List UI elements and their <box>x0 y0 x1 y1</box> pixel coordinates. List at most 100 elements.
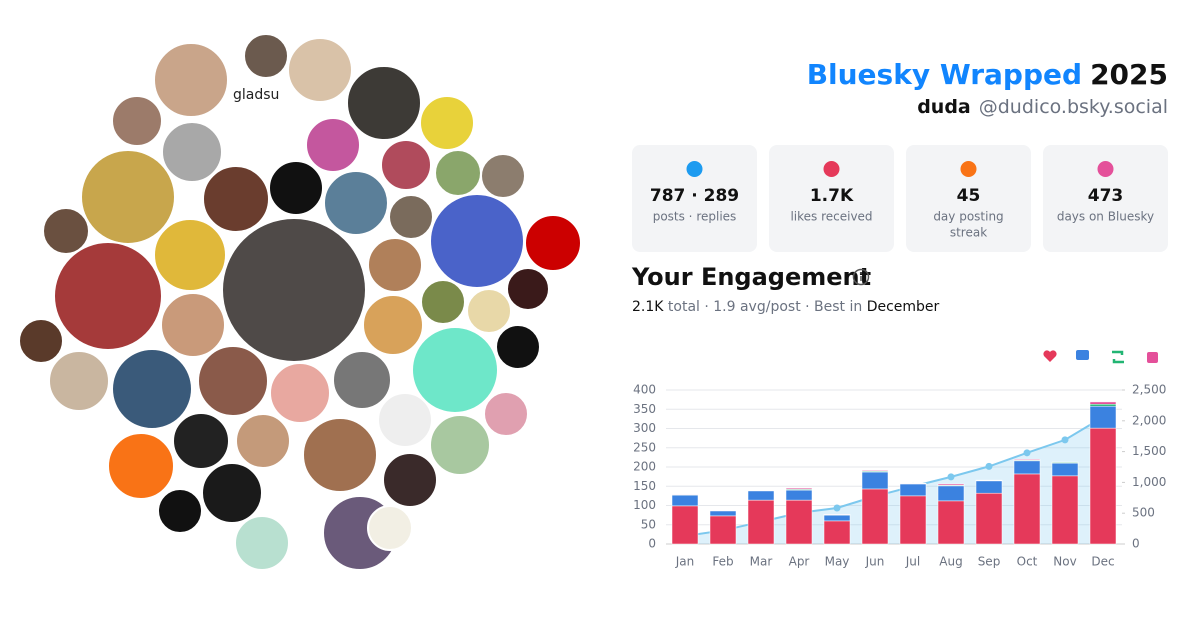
avatar[interactable] <box>362 294 424 356</box>
stat-label: likes received <box>790 210 872 224</box>
avatar[interactable] <box>53 241 163 351</box>
line-point <box>1061 436 1069 444</box>
user-name: duda <box>917 96 971 118</box>
avatar[interactable] <box>201 462 263 524</box>
bar-segment <box>785 499 813 545</box>
avatar[interactable] <box>429 193 525 289</box>
user-handle: @dudico.bsky.social <box>979 96 1168 118</box>
y-tick-label: 250 <box>633 440 656 454</box>
stat-value: 473 <box>1088 186 1124 206</box>
stat-icon <box>686 161 703 177</box>
avatar[interactable] <box>202 165 270 233</box>
line-point <box>1023 449 1031 457</box>
avatar[interactable] <box>480 153 526 199</box>
bar-segment <box>1089 403 1117 407</box>
avatar[interactable] <box>380 139 432 191</box>
x-tick-label: Nov <box>1053 555 1076 569</box>
x-tick-label: Jul <box>905 555 920 569</box>
avatar[interactable] <box>302 417 378 493</box>
avatar[interactable] <box>243 33 289 79</box>
legend-reposts[interactable] <box>1112 350 1124 364</box>
stat-label: streak <box>950 226 987 240</box>
avatar[interactable] <box>287 37 353 103</box>
y-tick-label: 150 <box>633 479 656 493</box>
avatar[interactable] <box>160 292 226 358</box>
avatar[interactable] <box>221 217 367 363</box>
avatar[interactable] <box>153 42 229 118</box>
avatar[interactable] <box>111 348 193 430</box>
y-tick-label: 50 <box>641 517 656 531</box>
avatar[interactable] <box>420 279 466 325</box>
avatar[interactable] <box>429 414 491 476</box>
line-point <box>947 473 955 481</box>
avatar[interactable] <box>434 149 482 197</box>
avatar[interactable] <box>367 505 413 551</box>
avatar[interactable] <box>332 350 392 410</box>
bar-segment <box>1013 460 1041 475</box>
avatar[interactable] <box>172 412 230 470</box>
avatar[interactable] <box>48 350 110 412</box>
y-tick-label: 0 <box>648 537 656 551</box>
x-tick-label: Sep <box>978 555 1001 569</box>
info-icon[interactable] <box>852 268 870 286</box>
avatar[interactable] <box>234 515 290 571</box>
avatar[interactable] <box>483 391 529 437</box>
avatar[interactable] <box>382 452 438 508</box>
legend-quotes[interactable] <box>1147 352 1158 363</box>
bar-segment <box>1089 401 1117 405</box>
legend-replies[interactable] <box>1076 350 1089 360</box>
stat-value: 1.7K <box>810 186 854 206</box>
bar-segment <box>937 483 965 486</box>
bar-segment <box>1089 405 1117 429</box>
avatar[interactable] <box>495 324 541 370</box>
avatar[interactable] <box>197 345 269 417</box>
bar-segment <box>861 488 889 545</box>
avatar[interactable] <box>524 214 582 272</box>
avatar[interactable] <box>367 237 423 293</box>
x-tick-label: Dec <box>1091 555 1114 569</box>
avatar[interactable] <box>264 465 310 511</box>
avatar[interactable] <box>111 95 163 147</box>
bar-segment <box>937 500 965 545</box>
stat-card <box>632 145 757 252</box>
x-tick-label: Oct <box>1017 555 1038 569</box>
avatar[interactable] <box>161 121 223 183</box>
summary-text: total · 1.9 avg/post · Best in <box>663 299 866 315</box>
y-tick-label: 400 <box>633 383 656 397</box>
avatar[interactable] <box>323 170 389 236</box>
avatar[interactable] <box>157 488 203 534</box>
y2-tick-label: 2,500 <box>1132 383 1166 397</box>
bar-segment <box>975 480 1003 494</box>
avatar[interactable] <box>388 194 434 240</box>
bar-segment <box>671 505 699 545</box>
stat-cards: 787 · 289 posts · replies 1.7K likes receiv… <box>632 145 1168 252</box>
stat-value: 45 <box>957 186 981 206</box>
avatar[interactable] <box>305 117 361 173</box>
title: Bluesky Wrapped 2025 <box>807 58 1168 91</box>
stat-value: 787 · 289 <box>650 186 739 206</box>
avatar[interactable] <box>80 149 176 245</box>
avatar[interactable] <box>42 207 90 255</box>
bar-segment <box>747 490 775 501</box>
avatar[interactable] <box>506 267 550 311</box>
bar-segment <box>899 495 927 545</box>
avatar[interactable] <box>377 392 433 448</box>
avatar[interactable] <box>268 160 324 216</box>
summary: 2.1K total · 1.9 avg/post · Best in Dece… <box>632 299 940 315</box>
avatar[interactable] <box>153 218 227 292</box>
y2-tick-label: 500 <box>1132 506 1155 520</box>
user: duda @dudico.bsky.social <box>917 96 1168 118</box>
avatar[interactable] <box>235 413 291 469</box>
avatar[interactable] <box>419 95 475 151</box>
avatar[interactable] <box>18 318 64 364</box>
avatar[interactable] <box>269 362 331 424</box>
avatar[interactable] <box>107 432 175 500</box>
y-tick-label: 350 <box>633 402 656 416</box>
legend-likes[interactable] <box>1043 350 1057 362</box>
avatar[interactable] <box>466 288 512 334</box>
y2-tick-label: 2,000 <box>1132 413 1166 427</box>
avatar[interactable] <box>346 65 422 141</box>
avatar[interactable] <box>411 326 499 414</box>
label-bg <box>229 85 287 103</box>
